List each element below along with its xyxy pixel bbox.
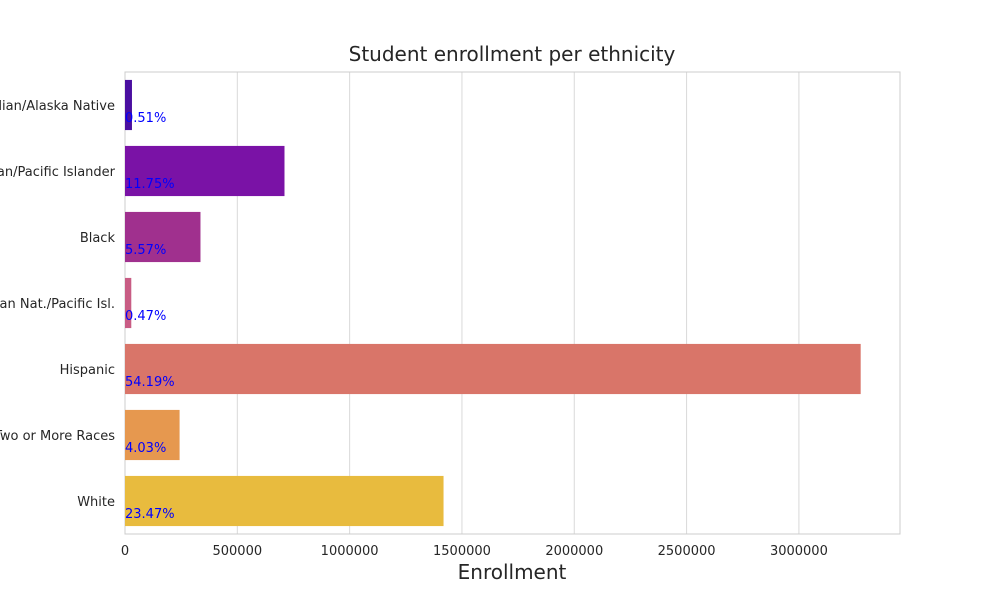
x-gridlines: [124, 72, 800, 534]
x-tick-label: 2000000: [545, 544, 603, 559]
x-tick-label: 2500000: [658, 544, 716, 559]
bar: [125, 145, 285, 197]
bar: [125, 409, 180, 461]
percent-label: 4.03%: [125, 441, 166, 456]
percent-label: 23.47%: [125, 507, 175, 522]
y-tick-label: Two or More Races: [0, 429, 115, 444]
y-tick-labels: American Indian/Alaska Native Asian/Pacif…: [0, 99, 116, 510]
x-tick-label: 0: [121, 544, 129, 559]
x-tick-labels: 0 500000 1000000 1500000 2000000 2500000 30000…: [121, 544, 828, 559]
x-tick-label: 1000000: [321, 544, 379, 559]
percent-label: 5.57%: [125, 243, 166, 258]
bars: [125, 79, 861, 527]
bar: [125, 211, 201, 263]
bar: [125, 79, 132, 131]
x-tick-label: 1500000: [433, 544, 491, 559]
percent-label: 0.51%: [125, 111, 166, 126]
bar: [125, 343, 861, 395]
x-tick-label: 500000: [212, 544, 262, 559]
y-tick-label: Hispanic: [60, 363, 115, 378]
x-axis-label: Enrollment: [457, 560, 567, 584]
y-tick-label: American Indian/Alaska Native: [0, 99, 115, 114]
bar: [125, 475, 444, 527]
chart-title: Student enrollment per ethnicity: [348, 42, 676, 66]
y-tick-label: Black: [80, 231, 116, 246]
bar: [125, 277, 132, 329]
y-tick-label: White: [77, 495, 115, 510]
percent-label: 54.19%: [125, 375, 175, 390]
y-tick-label: Hawaiian Nat./Pacific Isl.: [0, 297, 115, 312]
plot-frame: [124, 71, 901, 535]
percent-label: 11.75%: [125, 177, 175, 192]
percent-label: 0.47%: [125, 309, 166, 324]
y-tick-label: Asian/Pacific Islander: [0, 165, 116, 180]
x-tick-label: 3000000: [770, 544, 828, 559]
percent-labels: 0.51% 11.75% 5.57% 0.47% 54.19% 4.03% 23.47%: [125, 111, 175, 522]
